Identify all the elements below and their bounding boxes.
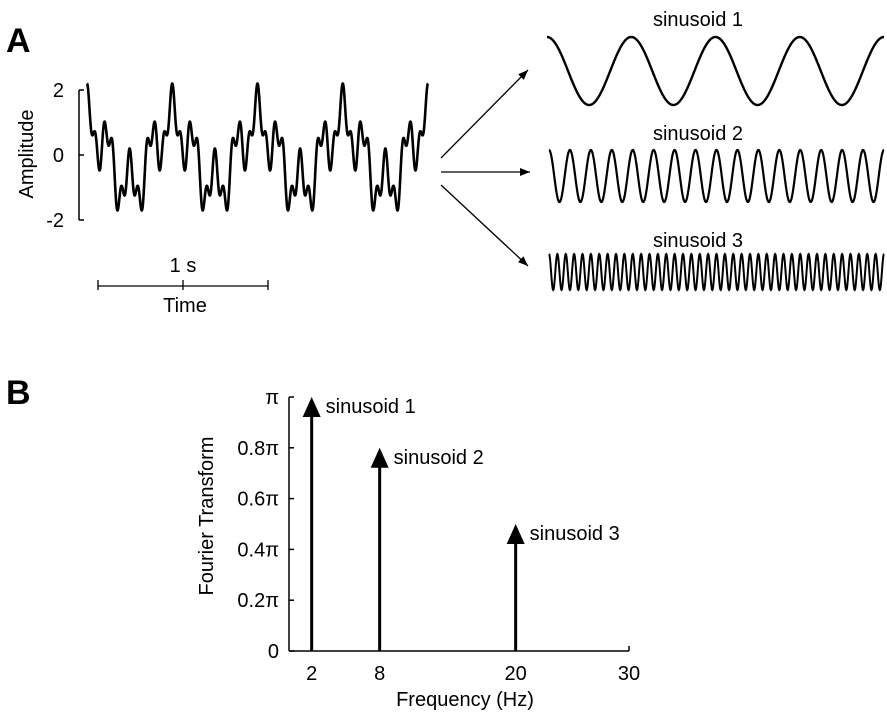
panel-b-spectrum: Fourier Transform Frequency (Hz) 0 0.2π 0.… (196, 387, 640, 711)
panel-b-ytick-label: 0 (268, 641, 279, 663)
composite-waveform (85, 82, 430, 212)
sinusoid-1-label: sinusoid 1 (653, 9, 743, 31)
arrow-to-sinusoid-3 (440, 184, 529, 267)
spectrum-annotation: sinusoid 1 (326, 396, 416, 418)
sinusoid-2-label: sinusoid 2 (653, 123, 743, 145)
spectrum-annotation: sinusoid 2 (394, 447, 484, 469)
panel-label-a: A (6, 22, 31, 60)
sinusoid-2-wave (548, 148, 885, 204)
panel-a-ylabel: Amplitude (16, 110, 38, 199)
panel-a-ytick-label: 0 (53, 145, 64, 167)
panel-b-ytick-label: 0.2π (237, 590, 279, 612)
spectrum-arrowhead (370, 447, 389, 468)
panel-b-xtick-label: 8 (374, 663, 385, 685)
sinusoid-3-label: sinusoid 3 (653, 230, 743, 252)
spectrum-arrowhead (302, 397, 321, 417)
panel-a-ytick-label: 2 (53, 80, 64, 102)
time-scalebar-label: 1 s (170, 255, 197, 277)
sinusoid-1-wave (547, 35, 884, 107)
spectrum-arrowhead (506, 524, 525, 544)
spectrum-annotation: sinusoid 3 (530, 523, 620, 545)
arrow-to-sinusoid-1 (440, 69, 529, 159)
panel-a-ytick-label: -2 (46, 210, 64, 232)
panel-b-ytick-label: π (265, 387, 279, 409)
panel-b-ytick-label: 0.8π (237, 438, 279, 460)
panel-b-ytick-label: 0.6π (237, 489, 279, 511)
panel-b-xtick-label: 30 (618, 663, 640, 685)
panel-b-xtick-label: 2 (306, 663, 317, 685)
panel-b-ytick-label: 0.4π (237, 539, 279, 561)
panel-b-xtick-label: 20 (505, 663, 527, 685)
panel-b-xlabel: Frequency (Hz) (396, 689, 534, 711)
panel-a-components: sinusoid 1 sinusoid 2 sinusoid 3 (547, 9, 885, 292)
panel-a-xlabel: Time (163, 295, 207, 317)
panel-b-ylabel: Fourier Transform (196, 437, 218, 596)
panel-label-b: B (6, 374, 31, 412)
sinusoid-3-wave (548, 252, 885, 292)
panel-a-composite: Amplitude 2 0 -2 1 s Time (16, 80, 430, 317)
